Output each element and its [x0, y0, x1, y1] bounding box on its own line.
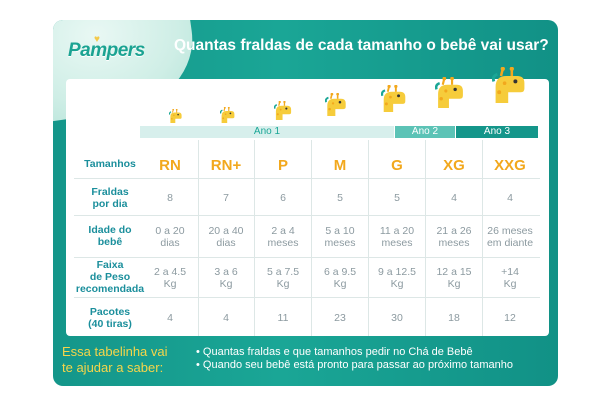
- pampers-logo: Pampers: [68, 40, 145, 61]
- age-value: 11 a 20 meses: [379, 225, 415, 249]
- column-divider: [368, 140, 369, 336]
- age-bar-year-1: Ano 1: [140, 126, 394, 138]
- column-divider: [425, 140, 426, 336]
- giraffe-icon: [169, 109, 182, 123]
- size-label: XXG: [494, 157, 526, 174]
- packs-value: 30: [391, 312, 403, 324]
- page-title: Quantas fraldas de cada tamanho o bebê v…: [174, 37, 549, 54]
- weight-value: 2 a 4.5 Kg: [153, 266, 187, 290]
- row-label-packs: Pacotes (40 tiras): [88, 306, 132, 330]
- size-label: P: [277, 157, 288, 174]
- weight-value: 12 a 15 Kg: [436, 266, 472, 290]
- giraffe-icon: [434, 77, 463, 108]
- per-day-value: 6: [280, 192, 286, 204]
- giraffe-icon: [273, 101, 291, 120]
- column-divider: [198, 140, 199, 336]
- per-day-value: 5: [337, 192, 343, 204]
- weight-value: 3 a 6 Kg: [214, 266, 238, 290]
- age-value: 26 meses em diante: [486, 225, 534, 249]
- packs-value: 4: [167, 312, 173, 324]
- logo-heart-icon: ♥: [94, 34, 100, 45]
- size-label: RN+: [210, 157, 242, 174]
- age-value: 2 a 4 meses: [267, 225, 299, 249]
- age-bar-year-3: Ano 3: [456, 126, 538, 138]
- column-divider: [482, 140, 483, 336]
- age-value: 5 a 10 meses: [324, 225, 356, 249]
- row-divider: [74, 215, 540, 216]
- weight-value: 6 a 9.5 Kg: [323, 266, 357, 290]
- packs-value: 23: [334, 312, 346, 324]
- size-label: XG: [443, 157, 465, 174]
- age-value: 20 a 40 dias: [208, 225, 244, 249]
- giraffe-icon: [492, 67, 525, 103]
- packs-value: 12: [504, 312, 516, 324]
- age-value: 21 a 26 meses: [436, 225, 472, 249]
- weight-value: 5 a 7.5 Kg: [266, 266, 300, 290]
- row-divider: [74, 257, 540, 258]
- per-day-value: 4: [507, 192, 513, 204]
- per-day-value: 4: [451, 192, 457, 204]
- footer-item: Quantas fraldas e que tamanhos pedir no …: [196, 346, 513, 359]
- column-divider: [254, 140, 255, 336]
- packs-value: 11: [277, 312, 289, 324]
- row-label-per-day: Fraldas por dia: [91, 186, 129, 210]
- footer-list: Quantas fraldas e que tamanhos pedir no …: [196, 346, 513, 372]
- packs-value: 4: [223, 312, 229, 324]
- size-label: RN: [159, 157, 181, 174]
- footer-lead: Essa tabelinha vai te ajudar a saber:: [62, 344, 168, 375]
- per-day-value: 8: [167, 192, 173, 204]
- age-value: 0 a 20 dias: [155, 225, 185, 249]
- row-label-sizes: Tamanhos: [84, 158, 136, 170]
- row-divider: [74, 297, 540, 298]
- weight-value: 9 a 12.5 Kg: [378, 266, 416, 290]
- weight-value: +14 Kg: [501, 266, 519, 290]
- size-table: [66, 79, 549, 336]
- giraffe-icon: [380, 85, 405, 112]
- size-label: G: [391, 157, 403, 174]
- age-bar-year-2: Ano 2: [395, 126, 455, 138]
- per-day-value: 5: [394, 192, 400, 204]
- footer-item: Quando seu bebê está pronto para passar …: [196, 359, 513, 372]
- size-label: M: [333, 157, 347, 174]
- row-label-weight: Faixa de Peso recomendada: [75, 259, 145, 295]
- per-day-value: 7: [223, 192, 229, 204]
- giraffe-icon: [220, 107, 235, 123]
- row-divider: [74, 178, 540, 179]
- packs-value: 18: [448, 312, 460, 324]
- row-label-age: Idade do bebê: [88, 224, 132, 248]
- column-divider: [311, 140, 312, 336]
- giraffe-icon: [324, 93, 346, 116]
